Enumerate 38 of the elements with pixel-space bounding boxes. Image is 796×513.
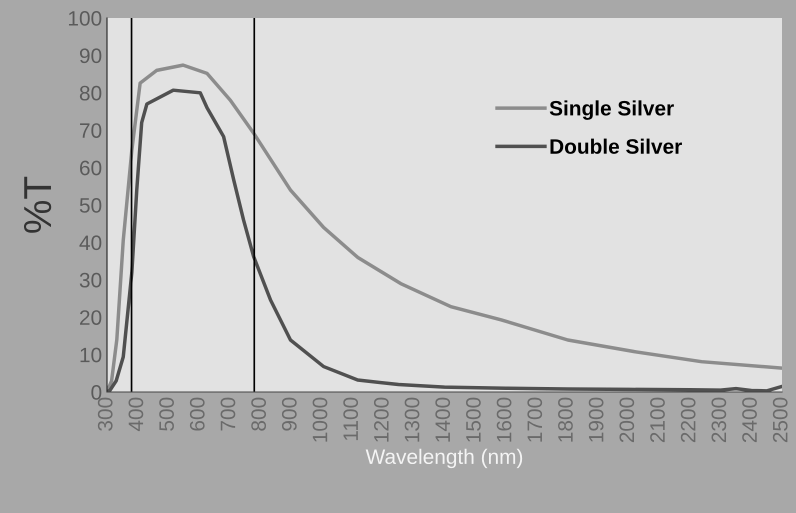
x-axis-title: Wavelength (nm) [366, 448, 522, 468]
y-tick-label: 50 [80, 198, 102, 213]
x-tick-label: 2400 [742, 398, 757, 442]
x-tick-label: 900 [282, 398, 297, 431]
x-tick-label: 700 [220, 398, 236, 431]
y-tick-label: 70 [80, 123, 102, 138]
y-tick-label: 100 [68, 11, 102, 26]
x-tick-label: 2000 [619, 398, 634, 442]
x-tick-label: 1100 [343, 398, 358, 440]
y-tick-label: 60 [80, 160, 102, 176]
y-tick-label: 30 [80, 272, 102, 288]
x-tick-label: 2100 [650, 398, 665, 442]
x-tick-label: 500 [159, 398, 174, 431]
legend-label: Single Silver [550, 100, 674, 120]
x-tick-label: 2300 [711, 398, 726, 442]
y-axis-title: %T [24, 176, 52, 233]
x-tick-label: 1300 [404, 398, 420, 442]
x-tick-label: 600 [190, 398, 205, 431]
y-tick-label: 10 [80, 348, 102, 362]
y-tick-label: 90 [80, 48, 102, 64]
x-tick-label: 800 [251, 398, 266, 431]
x-tick-label: 400 [128, 398, 144, 432]
y-tick-label: 40 [79, 235, 102, 250]
x-tick-label: 1200 [374, 398, 389, 442]
x-tick-label: 1400 [435, 398, 450, 442]
x-tick-label: 2200 [680, 398, 696, 442]
x-tick-label: 2500 [772, 398, 788, 442]
x-tick-label: 1900 [588, 398, 604, 442]
legend-label: Double Silver [550, 138, 682, 154]
x-tick-label: 1000 [312, 398, 328, 442]
x-tick-label: 1800 [558, 398, 573, 442]
y-tick-label: 80 [80, 86, 102, 101]
x-tick-label: 300 [98, 398, 113, 431]
y-tick-label: 0 [91, 385, 102, 400]
x-tick-label: 1500 [466, 398, 481, 442]
y-tick-label: 20 [80, 310, 102, 325]
x-tick-label: 1600 [496, 398, 512, 442]
x-tick-label: 1700 [527, 398, 542, 442]
